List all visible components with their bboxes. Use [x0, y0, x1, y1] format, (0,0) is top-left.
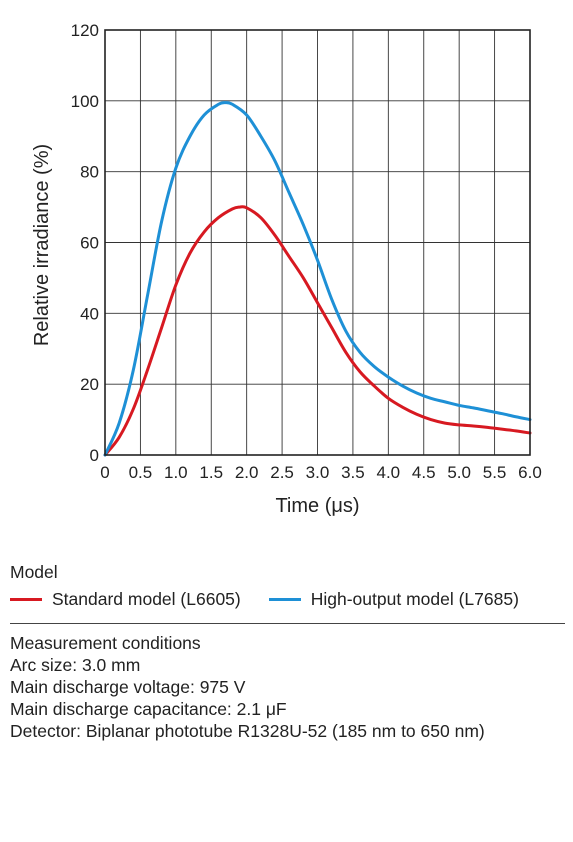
legend: Model Standard model (L6605) High-output…: [10, 561, 566, 611]
x-tick-label: 2.0: [235, 463, 259, 482]
x-tick-label: 4.5: [412, 463, 436, 482]
legend-label-high-output: High-output model (L7685): [310, 588, 519, 609]
series-line-high-output: [103, 101, 532, 457]
legend-label-standard: Standard model (L6605): [52, 588, 241, 609]
y-tick-labels: 0 20 40 60 80 100 120: [71, 21, 99, 465]
series-line-standard: [103, 205, 532, 457]
x-tick-label: 1.0: [164, 463, 188, 482]
divider: [10, 623, 565, 624]
y-tick-label: 60: [80, 234, 99, 253]
y-tick-label: 120: [71, 21, 99, 40]
x-tick-label: 4.0: [377, 463, 401, 482]
y-tick-label: 40: [80, 304, 99, 323]
legend-swatch-standard: [10, 597, 42, 601]
plot-frame: [104, 29, 531, 456]
y-tick-label: 0: [90, 446, 99, 465]
legend-swatch-high-output: [268, 597, 301, 601]
x-tick-label: 5.5: [483, 463, 507, 482]
condition-voltage: Main discharge voltage: 975 V: [10, 677, 246, 697]
x-tick-label: 1.5: [199, 463, 223, 482]
legend-row: Standard model (L6605) High-output model…: [10, 587, 566, 611]
x-axis-title: Time (μs): [275, 495, 359, 517]
conditions-title: Measurement conditions: [10, 633, 201, 653]
y-axis-title: Relative irradiance (%): [31, 144, 53, 346]
y-tick-label: 80: [80, 163, 99, 182]
condition-arc-size: Arc size: 3.0 mm: [10, 655, 141, 675]
legend-item-high-output: High-output model (L7685): [268, 588, 519, 610]
x-tick-label: 3.5: [341, 463, 365, 482]
x-tick-labels: 0 0.5 1.0 1.5 2.0 2.5 3.0 3.5 4.0 4.5 5.0 5.5 6.0: [100, 463, 542, 482]
measurement-conditions: Measurement conditions Arc size: 3.0 mm …: [10, 632, 485, 742]
y-tick-label: 100: [71, 92, 99, 111]
x-tick-label: 0: [100, 463, 109, 482]
legend-title: Model: [10, 562, 58, 582]
chart-series: [103, 101, 532, 457]
x-tick-label: 3.0: [306, 463, 330, 482]
x-tick-label: 5.0: [447, 463, 471, 482]
x-tick-label: 2.5: [270, 463, 294, 482]
x-tick-label: 0.5: [129, 463, 153, 482]
condition-detector: Detector: Biplanar phototube R1328U-52 (…: [10, 721, 485, 741]
y-tick-label: 20: [80, 375, 99, 394]
legend-item-standard: Standard model (L6605): [10, 589, 241, 610]
x-tick-label: 6.0: [518, 463, 542, 482]
irradiance-chart: 0 0.5 1.0 1.5 2.0 2.5 3.0 3.5 4.0 4.5 5.0 5.5 6.0 0 2…: [31, 21, 542, 517]
chart-grid: [105, 30, 530, 455]
condition-capacitance: Main discharge capacitance: 2.1 μF: [10, 699, 287, 719]
